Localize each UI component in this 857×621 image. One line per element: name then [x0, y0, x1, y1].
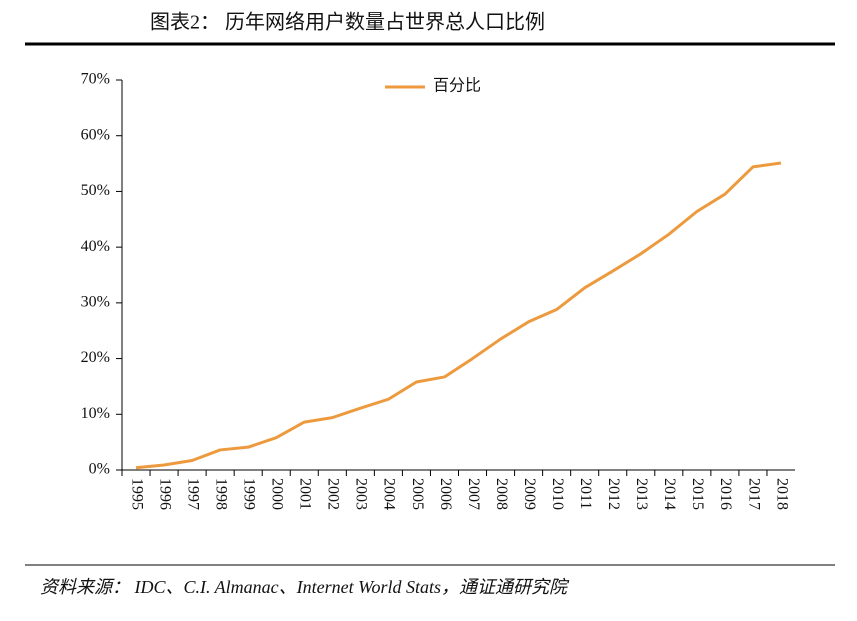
- x-tick-label: 1995: [128, 478, 145, 510]
- y-tick-label: 50%: [81, 182, 110, 199]
- x-tick-label: 2015: [689, 478, 706, 510]
- y-tick-label: 70%: [81, 71, 110, 88]
- x-tick-label: 2017: [745, 478, 762, 510]
- x-tick-label: 2010: [549, 478, 566, 510]
- x-tick-label: 2016: [717, 478, 734, 510]
- legend-label: 百分比: [433, 77, 481, 95]
- y-tick-label: 60%: [81, 126, 110, 143]
- x-tick-label: 1998: [212, 478, 229, 510]
- y-tick-label: 10%: [81, 405, 110, 422]
- y-tick-label: 30%: [81, 294, 110, 311]
- x-tick-label: 2012: [605, 478, 622, 510]
- x-tick-label: 2004: [381, 478, 398, 510]
- x-tick-label: 2000: [269, 478, 286, 510]
- x-tick-label: 2011: [577, 478, 594, 509]
- x-tick-label: 2003: [353, 478, 370, 510]
- x-tick-label: 2013: [633, 478, 650, 510]
- x-tick-label: 1997: [184, 478, 201, 510]
- line: [135, 161, 782, 470]
- x-tick-label: 2008: [493, 478, 510, 510]
- x-tick-label: 2005: [409, 478, 426, 510]
- y-tick-label: 40%: [81, 238, 110, 255]
- source-note: 资料来源： IDC、C.I. Almanac、Internet World St…: [40, 577, 570, 597]
- x-tick-label: 2001: [297, 478, 314, 510]
- chart-title: 图表2： 历年网络用户数量占世界总人口比例: [150, 11, 545, 34]
- x-tick-label: 2014: [661, 478, 678, 510]
- y-tick-label: 0%: [89, 461, 110, 478]
- x-tick-label: 1999: [241, 478, 258, 510]
- x-tick-label: 2002: [325, 478, 342, 510]
- x-tick-label: 2009: [521, 478, 538, 510]
- x-tick-label: 2007: [465, 478, 482, 510]
- x-tick-label: 1996: [156, 478, 173, 510]
- x-tick-label: 2006: [437, 478, 454, 510]
- x-tick-label: 2018: [773, 478, 790, 510]
- y-tick-label: 20%: [81, 349, 110, 366]
